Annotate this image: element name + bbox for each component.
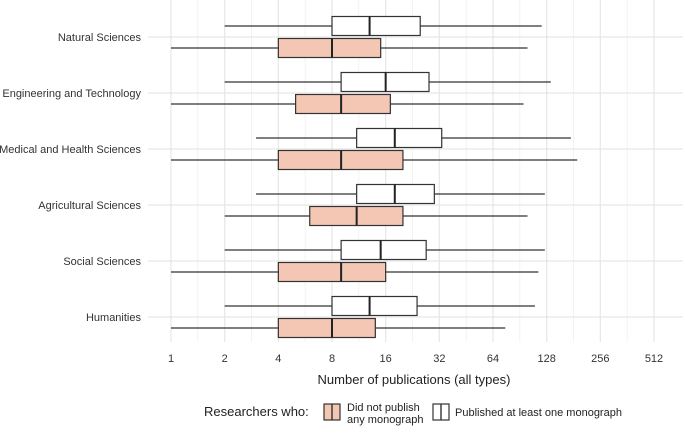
box-no-monograph-2 <box>171 149 578 171</box>
box-series <box>171 15 578 339</box>
x-tick-label: 16 <box>380 353 392 365</box>
iqr-box <box>277 37 382 59</box>
category-label: Natural Sciences <box>58 32 142 44</box>
box-monograph-4 <box>224 239 545 261</box>
x-tick-label: 256 <box>591 353 609 365</box>
box-monograph-3 <box>256 183 545 205</box>
x-tick-label: 32 <box>433 353 445 365</box>
box-monograph-2 <box>256 127 571 149</box>
box-no-monograph-3 <box>224 205 528 227</box>
box-no-monograph-5 <box>171 317 506 339</box>
iqr-box <box>331 295 418 317</box>
category-axis: Natural Sciences Engineering and Technolo… <box>0 32 141 324</box>
iqr-box <box>340 239 427 261</box>
box-no-monograph-0 <box>171 37 528 59</box>
x-tick-label: 128 <box>537 353 555 365</box>
box-monograph-5 <box>224 295 535 317</box>
legend-label: Published at least one monograph <box>455 407 622 419</box>
box-no-monograph-1 <box>171 93 524 115</box>
iqr-box <box>356 127 443 149</box>
x-axis: 1 2 4 8 16 32 64 128 256 512 <box>168 353 663 365</box>
category-label: Medical and Health Sciences <box>0 144 141 156</box>
iqr-box <box>331 15 421 37</box>
category-label: Social Sciences <box>63 256 141 268</box>
box-no-monograph-4 <box>171 261 539 283</box>
iqr-box <box>277 317 376 339</box>
x-tick-label: 1 <box>168 353 174 365</box>
x-tick-label: 4 <box>275 353 281 365</box>
x-tick-label: 64 <box>487 353 499 365</box>
legend-label: any monograph <box>347 414 423 426</box>
x-tick-label: 2 <box>222 353 228 365</box>
x-tick-label: 512 <box>645 353 663 365</box>
legend-entry-1: Published at least one monograph <box>432 403 622 421</box>
x-tick-label: 8 <box>329 353 335 365</box>
iqr-box <box>295 93 391 115</box>
box-monograph-1 <box>224 71 551 93</box>
box-monograph-0 <box>224 15 542 37</box>
category-label: Agricultural Sciences <box>38 200 141 212</box>
category-label: Humanities <box>86 312 142 324</box>
category-label: Engineering and Technology <box>2 88 141 100</box>
legend-title: Researchers who: <box>204 404 309 419</box>
x-axis-title: Number of publications (all types) <box>318 372 511 387</box>
legend-label: Did not publish <box>347 402 420 414</box>
grid-lines <box>148 0 683 342</box>
iqr-box <box>277 261 387 283</box>
